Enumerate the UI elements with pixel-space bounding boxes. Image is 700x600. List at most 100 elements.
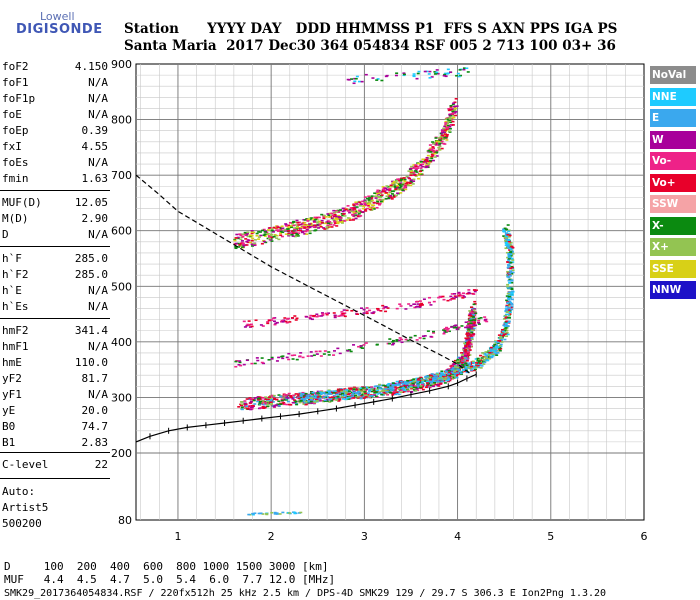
echo-point	[252, 244, 256, 247]
echo-point	[367, 195, 371, 198]
echo-point	[346, 205, 350, 207]
echo-point	[372, 204, 376, 207]
echo-point	[409, 304, 413, 307]
echo-point	[337, 216, 341, 218]
echo-point	[416, 380, 420, 383]
echo-point	[381, 190, 385, 193]
param-row: MUF(D) 12.05	[2, 196, 108, 209]
echo-point	[457, 295, 461, 297]
echo-point	[489, 348, 493, 350]
echo-point	[276, 230, 280, 233]
echo-point	[372, 206, 376, 209]
echo-point	[262, 362, 266, 365]
echo-point	[311, 224, 315, 227]
echo-point	[306, 224, 310, 226]
echo-point	[333, 222, 337, 224]
echo-point	[407, 303, 411, 305]
echo-point	[502, 333, 506, 336]
echo-point	[479, 367, 483, 369]
echo-point	[315, 398, 319, 400]
echo-point	[356, 214, 360, 217]
echo-point	[280, 320, 284, 323]
echo-point	[293, 228, 297, 231]
echo-point	[324, 395, 328, 398]
echo-point	[471, 334, 475, 337]
echo-point	[430, 76, 434, 78]
echo-point	[425, 384, 429, 387]
echo-point	[358, 201, 362, 204]
echo-point	[487, 354, 491, 357]
echo-point	[280, 319, 284, 322]
param-value: 110.0	[74, 356, 108, 369]
echo-point	[340, 311, 344, 313]
echo-point	[255, 234, 259, 237]
echo-point	[465, 333, 469, 335]
echo-point	[506, 283, 510, 286]
echo-point	[459, 74, 463, 77]
echo-point	[504, 235, 508, 238]
echo-point	[346, 393, 350, 396]
echo-point	[361, 395, 365, 398]
echo-point	[435, 377, 439, 380]
echo-point	[459, 364, 463, 367]
echo-point	[356, 313, 360, 315]
echo-point	[386, 307, 390, 309]
echo-point	[391, 382, 395, 384]
echo-point	[455, 328, 459, 331]
echo-point	[504, 239, 508, 242]
echo-point	[469, 335, 473, 338]
echo-point	[245, 244, 249, 246]
echo-point	[329, 393, 333, 395]
echo-point	[287, 227, 291, 229]
echo-point	[510, 281, 514, 284]
echo-point	[399, 385, 403, 388]
param-value: N/A	[88, 388, 108, 401]
echo-point	[332, 209, 336, 212]
echo-point	[457, 291, 461, 294]
echo-point	[508, 267, 512, 270]
echo-point	[275, 513, 279, 515]
echo-point	[421, 388, 425, 391]
echo-point	[426, 386, 430, 388]
echo-point	[412, 73, 416, 75]
echo-point	[283, 230, 287, 232]
echo-point	[436, 375, 440, 377]
echo-point	[367, 199, 371, 201]
echo-point	[418, 172, 422, 175]
echo-point	[477, 362, 481, 364]
echo-point	[429, 151, 433, 153]
echo-point	[272, 235, 276, 238]
echo-point	[506, 246, 510, 249]
echo-point	[319, 315, 323, 317]
echo-point	[403, 180, 407, 183]
echo-point	[438, 295, 442, 298]
echo-point	[494, 349, 498, 351]
echo-point	[319, 221, 323, 223]
header-labels: Station YYYY DAY DDD HHMMSS P1 FFS S AXN…	[124, 21, 618, 37]
echo-point	[511, 290, 515, 293]
echo-point	[303, 226, 307, 228]
echo-point	[440, 147, 444, 150]
echo-point	[506, 247, 510, 249]
echo-point	[359, 346, 363, 349]
echo-point	[429, 159, 433, 162]
echo-point	[401, 382, 405, 385]
echo-point	[249, 398, 253, 400]
echo-point	[484, 351, 488, 353]
echo-point	[314, 396, 318, 399]
echo-point	[270, 319, 274, 321]
echo-point	[391, 343, 395, 346]
echo-point	[303, 222, 307, 224]
echo-point	[263, 230, 267, 232]
echo-point	[346, 350, 350, 352]
echo-point	[399, 182, 403, 184]
digisonde-logo: Lowell DIGISONDE	[4, 10, 102, 46]
echo-point	[282, 319, 286, 322]
echo-point	[250, 239, 254, 242]
echo-point	[242, 363, 246, 366]
echo-point	[434, 137, 438, 139]
echo-point	[354, 201, 358, 204]
echo-point	[297, 232, 301, 234]
echo-point	[466, 292, 470, 295]
echo-point	[430, 373, 434, 375]
